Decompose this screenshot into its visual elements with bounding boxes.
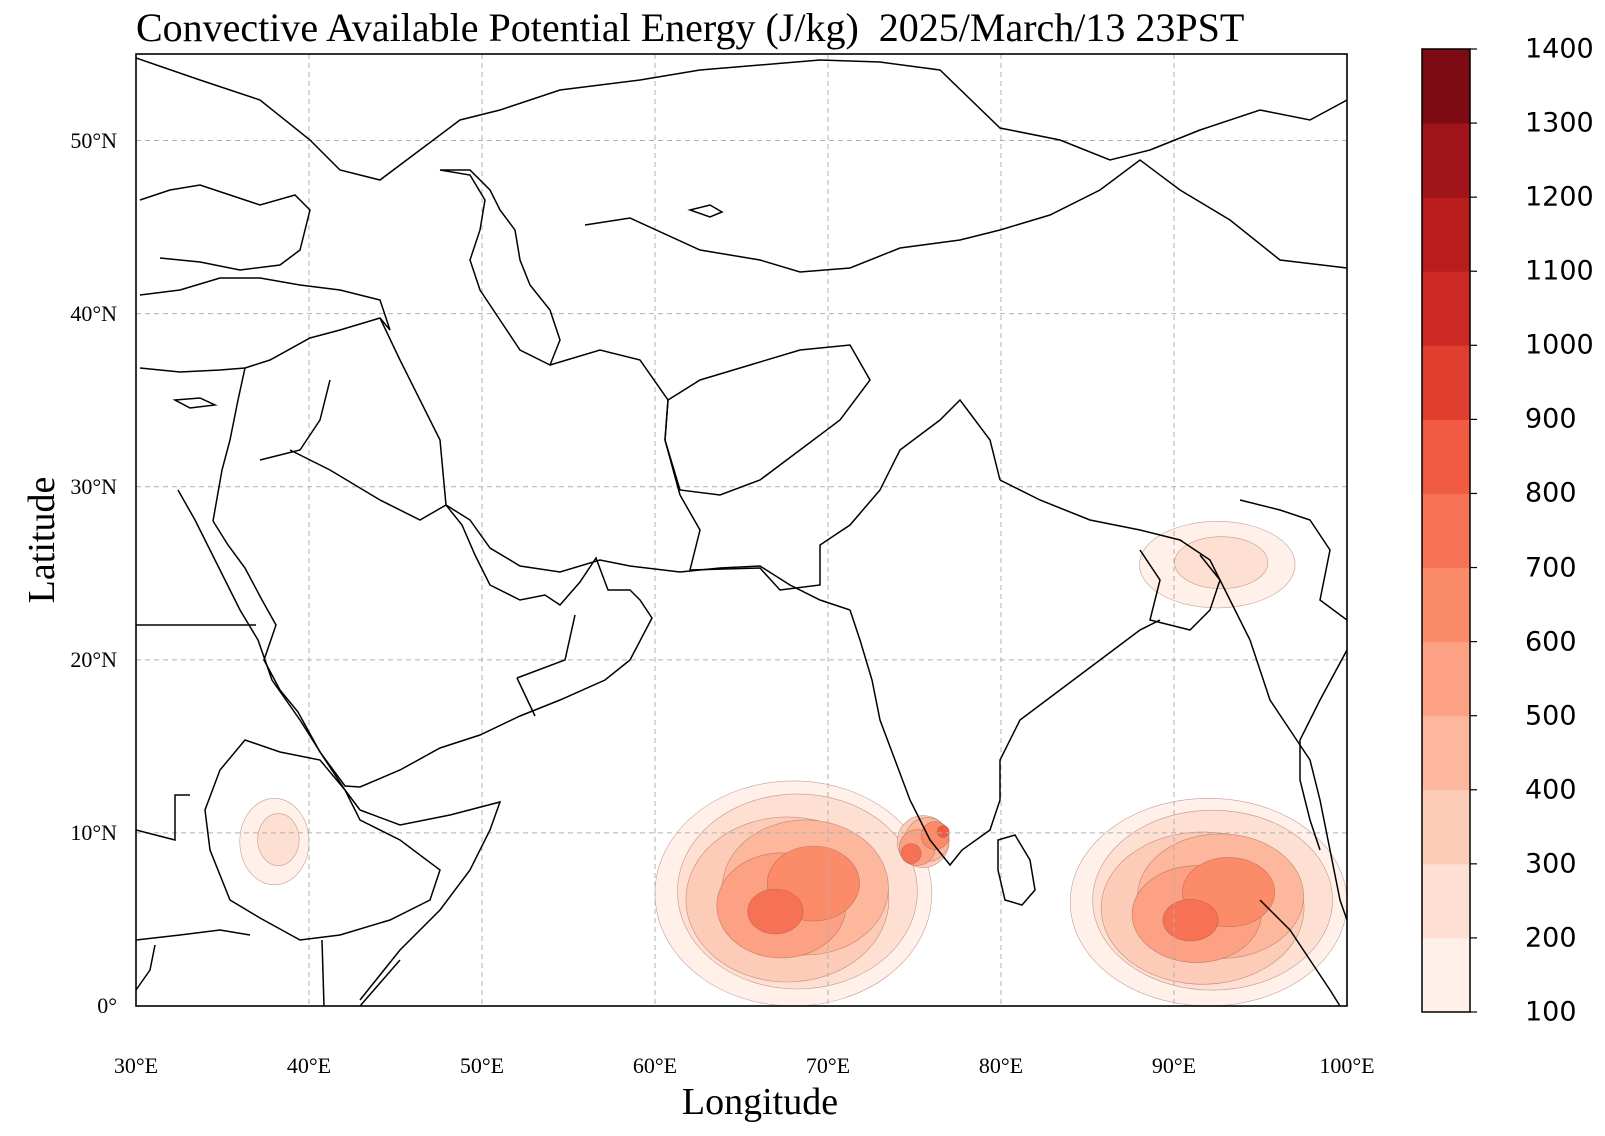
black-sea-coast — [139, 184, 311, 271]
red-sea-west-coast — [177, 489, 361, 811]
iran-coast — [445, 504, 851, 611]
colorbar-tick-label: 1200 — [1525, 181, 1594, 213]
colorbar — [1421, 48, 1477, 1013]
x-tick-label: 60°E — [632, 1053, 678, 1078]
cape-contour — [1174, 536, 1269, 589]
colorbar-segment — [1422, 493, 1470, 569]
sri-lanka — [997, 834, 1036, 906]
malay-coast — [1299, 649, 1347, 851]
central-asia-borders — [584, 159, 1347, 273]
y-axis-label: Latitude — [21, 476, 63, 604]
sudan-border — [136, 624, 256, 841]
y-tick-label: 10°N — [70, 819, 117, 845]
x-tick-label: 90°E — [1151, 1053, 1197, 1078]
arabian-peninsula-coast — [212, 504, 653, 788]
colorbar-segment — [1422, 419, 1470, 494]
cape-contour — [257, 813, 300, 866]
india-west-coast — [849, 609, 1161, 867]
colorbar-segment — [1422, 641, 1470, 717]
y-tick-label: 50°N — [70, 127, 117, 153]
x-axis-label: Longitude — [681, 1081, 839, 1123]
plot-frame — [135, 53, 1348, 1007]
x-tick-label: 50°E — [459, 1053, 505, 1078]
colorbar-segment — [1422, 123, 1470, 198]
map-area — [136, 54, 1347, 1006]
colorbar-tick-label: 700 — [1525, 552, 1577, 584]
oman-yemen-border — [516, 614, 576, 717]
colorbar-segment — [1422, 789, 1470, 865]
colorbar-segment — [1422, 715, 1470, 791]
cape-fill-layer — [239, 521, 1347, 1006]
ethiopia-border — [204, 739, 441, 941]
y-tick-label: 40°N — [70, 300, 117, 326]
colorbar-segment — [1422, 345, 1470, 420]
pakistan-border — [679, 398, 1001, 591]
y-tick-label: 30°N — [70, 473, 117, 499]
aral-sea — [687, 204, 724, 218]
x-tick-label: 80°E — [978, 1053, 1024, 1078]
colorbar-tick-label: 900 — [1525, 403, 1577, 435]
colorbar-segment — [1422, 863, 1470, 939]
cape-contour — [747, 888, 804, 935]
colorbar-segment — [1422, 937, 1470, 1013]
turkey-coast — [139, 277, 391, 373]
colorbar-tick-label: 500 — [1525, 700, 1577, 732]
saudi-border — [259, 379, 447, 521]
cape-contour — [936, 825, 950, 838]
x-tick-label: 100°E — [1319, 1053, 1375, 1078]
caspian-sea — [439, 169, 561, 367]
myanmar-coast — [1249, 639, 1347, 921]
colorbar-tick-label: 100 — [1525, 996, 1577, 1028]
x-tick-label: 30°E — [113, 1053, 159, 1078]
y-tick-label: 0° — [97, 993, 117, 1018]
iraq-iran-border — [379, 317, 447, 506]
colorbar-frame — [1421, 48, 1471, 1013]
colorbar-tick-label: 800 — [1525, 477, 1577, 509]
northern-border — [136, 57, 1347, 181]
coastlines-borders — [136, 57, 1347, 1006]
colorbar-segment — [1422, 49, 1470, 124]
east-border — [1239, 499, 1347, 621]
colorbar-segment — [1422, 567, 1470, 643]
colorbar-tick-label: 600 — [1525, 626, 1577, 658]
cape-contour — [900, 843, 922, 864]
cape-contour — [1162, 899, 1219, 942]
chart-title: Convective Available Potential Energy (J… — [136, 5, 1245, 50]
colorbar-tick-label: 1000 — [1525, 329, 1594, 361]
iran-east-border — [549, 349, 681, 496]
levant-coast — [212, 367, 246, 522]
y-tick-label: 20°N — [70, 646, 117, 672]
india-east-coast — [999, 479, 1251, 641]
colorbar-segment — [1422, 271, 1470, 346]
x-tick-label: 70°E — [805, 1053, 851, 1078]
colorbar-tick-label: 1400 — [1525, 33, 1594, 65]
colorbar-tick-label: 1300 — [1525, 107, 1594, 139]
afghanistan-border — [664, 344, 871, 496]
colorbar-tick-label: 300 — [1525, 848, 1577, 880]
africa-east — [136, 929, 401, 1006]
colorbar-tick-label: 200 — [1525, 922, 1577, 954]
cyprus — [172, 397, 218, 409]
sumatra — [1259, 899, 1341, 1006]
x-tick-label: 40°E — [286, 1053, 332, 1078]
colorbar-tick-label: 1100 — [1525, 255, 1594, 287]
horn-of-africa-coast — [359, 800, 502, 1001]
bangladesh-border — [1139, 549, 1221, 631]
colorbar-tick-label: 400 — [1525, 774, 1577, 806]
colorbar-segment — [1422, 197, 1470, 272]
